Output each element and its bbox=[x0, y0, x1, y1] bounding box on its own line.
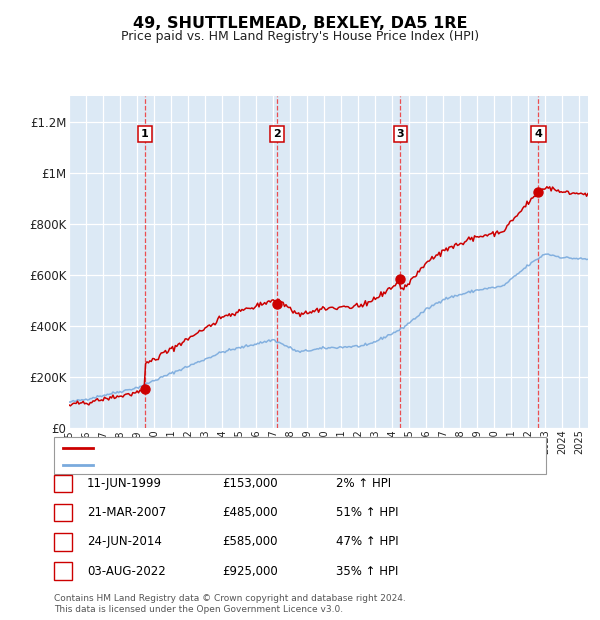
Text: 4: 4 bbox=[59, 566, 67, 576]
Text: 21-MAR-2007: 21-MAR-2007 bbox=[87, 507, 166, 519]
Text: £485,000: £485,000 bbox=[222, 507, 278, 519]
Text: 1: 1 bbox=[140, 129, 148, 140]
Text: 3: 3 bbox=[59, 537, 67, 547]
Text: £153,000: £153,000 bbox=[222, 477, 278, 490]
Text: HPI: Average price, detached house, Bexley: HPI: Average price, detached house, Bexl… bbox=[100, 460, 328, 470]
Text: 47% ↑ HPI: 47% ↑ HPI bbox=[336, 536, 398, 548]
Text: 51% ↑ HPI: 51% ↑ HPI bbox=[336, 507, 398, 519]
Text: 49, SHUTTLEMEAD, BEXLEY, DA5 1RE (detached house): 49, SHUTTLEMEAD, BEXLEY, DA5 1RE (detach… bbox=[100, 443, 389, 453]
Text: 03-AUG-2022: 03-AUG-2022 bbox=[87, 565, 166, 577]
Text: 2: 2 bbox=[273, 129, 281, 140]
Text: 35% ↑ HPI: 35% ↑ HPI bbox=[336, 565, 398, 577]
Text: £585,000: £585,000 bbox=[222, 536, 277, 548]
Text: 24-JUN-2014: 24-JUN-2014 bbox=[87, 536, 162, 548]
Text: Contains HM Land Registry data © Crown copyright and database right 2024.
This d: Contains HM Land Registry data © Crown c… bbox=[54, 595, 406, 614]
Text: 3: 3 bbox=[397, 129, 404, 140]
Text: 11-JUN-1999: 11-JUN-1999 bbox=[87, 477, 162, 490]
Text: 2% ↑ HPI: 2% ↑ HPI bbox=[336, 477, 391, 490]
Text: Price paid vs. HM Land Registry's House Price Index (HPI): Price paid vs. HM Land Registry's House … bbox=[121, 30, 479, 43]
Text: 2: 2 bbox=[59, 508, 67, 518]
Text: 1: 1 bbox=[59, 479, 67, 489]
Text: 4: 4 bbox=[535, 129, 542, 140]
Text: £925,000: £925,000 bbox=[222, 565, 278, 577]
Text: 49, SHUTTLEMEAD, BEXLEY, DA5 1RE: 49, SHUTTLEMEAD, BEXLEY, DA5 1RE bbox=[133, 16, 467, 30]
